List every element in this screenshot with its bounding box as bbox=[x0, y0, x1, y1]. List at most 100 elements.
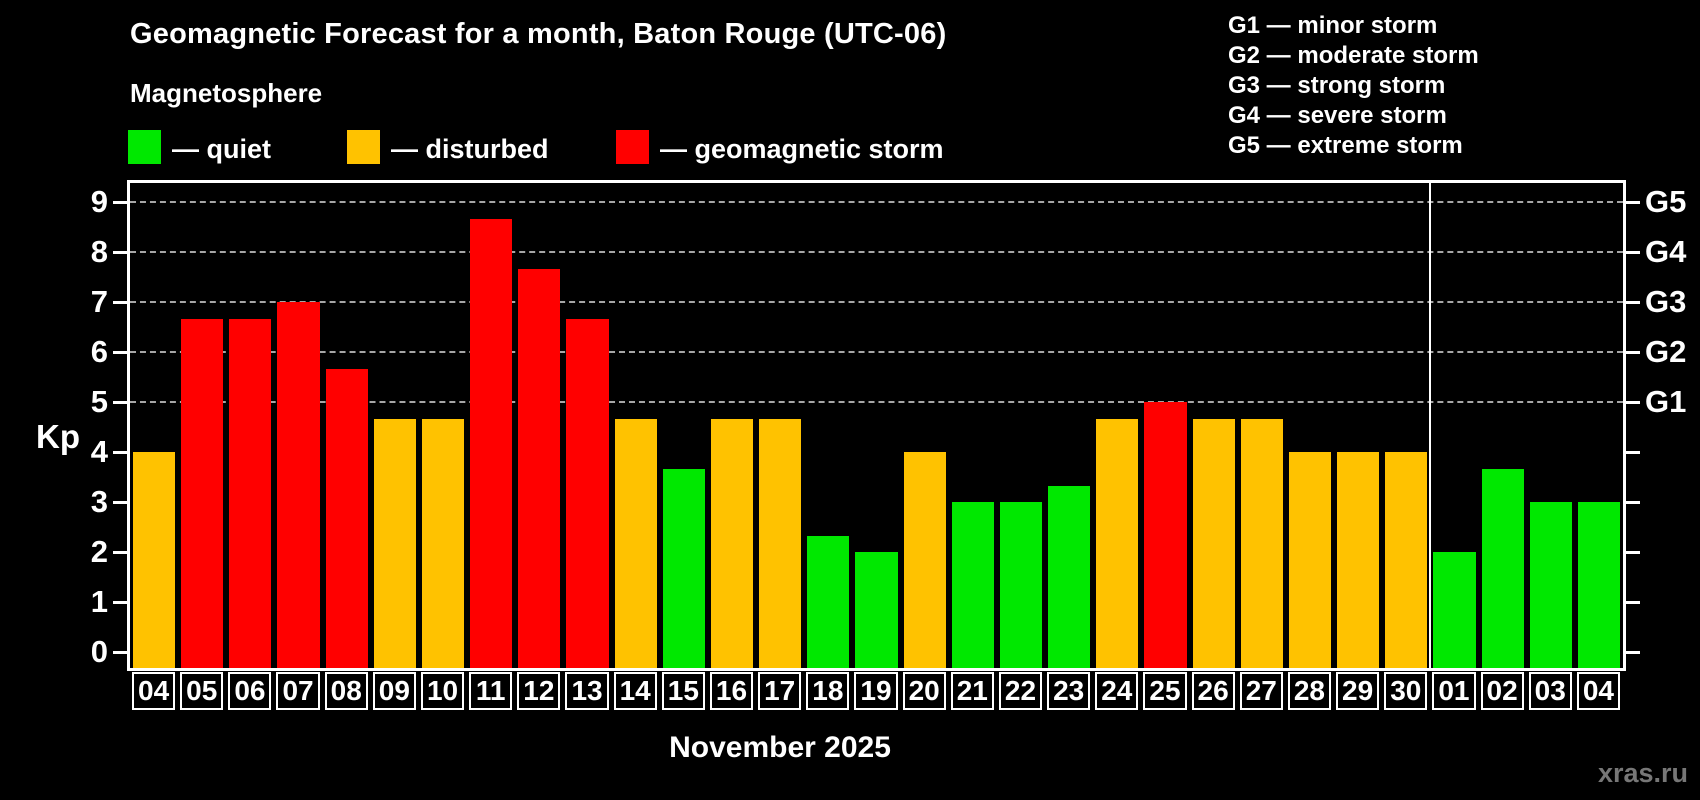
gridline-kp7 bbox=[130, 301, 1623, 303]
kp-bar-day-21 bbox=[951, 502, 994, 668]
kp-bar-day-22 bbox=[999, 502, 1043, 668]
y-tick-label-1: 1 bbox=[90, 584, 108, 619]
y-tick-left-4 bbox=[113, 451, 127, 454]
chart-plot-area: 0 1 2 3 4 5 6 7 8 9 G1 G2 G3 G4 G5 bbox=[91, 180, 1686, 671]
gridline-kp5 bbox=[130, 401, 1623, 403]
day-label-02: 02 bbox=[1480, 672, 1524, 710]
y-tick-right-4 bbox=[1626, 451, 1640, 454]
disturbed-legend-swatch bbox=[347, 130, 380, 164]
g3-legend-line: G3 — strong storm bbox=[1228, 72, 1446, 99]
storm-legend-label: — geomagnetic storm bbox=[660, 134, 944, 164]
kp-bar-day-25 bbox=[1144, 402, 1187, 668]
y-axis-title: Kp bbox=[36, 418, 80, 455]
storm-legend-swatch bbox=[616, 130, 649, 164]
y-tick-label-5: 5 bbox=[90, 384, 108, 419]
day-label-17: 17 bbox=[758, 672, 802, 710]
kp-bar-day-01 bbox=[1433, 552, 1476, 668]
watermark: xras.ru bbox=[1597, 758, 1688, 788]
kp-bar-day-23 bbox=[1048, 485, 1091, 668]
day-label-07: 07 bbox=[276, 672, 320, 710]
g1-legend-line: G1 — minor storm bbox=[1228, 12, 1438, 39]
kp-bar-day-28 bbox=[1288, 452, 1332, 668]
kp-bar-day-04 bbox=[1577, 502, 1620, 668]
g-axis-label-g2: G2 bbox=[1645, 334, 1687, 369]
day-label-03: 03 bbox=[1528, 672, 1572, 710]
y-tick-label-2: 2 bbox=[90, 534, 108, 569]
y-tick-right-0 bbox=[1626, 651, 1640, 654]
x-axis-title: November 2025 bbox=[669, 731, 891, 764]
g-axis-label-g4: G4 bbox=[1645, 234, 1687, 269]
day-label-20: 20 bbox=[902, 672, 946, 710]
kp-bar-day-26 bbox=[1192, 418, 1235, 668]
kp-bar-day-18 bbox=[807, 535, 850, 668]
y-tick-label-6: 6 bbox=[90, 334, 108, 369]
day-label-25: 25 bbox=[1143, 672, 1187, 710]
y-tick-right-7 bbox=[1626, 301, 1640, 304]
day-label-19: 19 bbox=[854, 672, 898, 710]
y-tick-left-9 bbox=[113, 201, 127, 204]
kp-bar-day-10 bbox=[421, 418, 465, 668]
kp-bar-day-17 bbox=[759, 418, 802, 668]
y-tick-label-8: 8 bbox=[90, 234, 108, 269]
gridline-kp8 bbox=[130, 251, 1623, 253]
day-label-09: 09 bbox=[372, 672, 416, 710]
y-tick-label-4: 4 bbox=[90, 434, 108, 469]
gridline-kp6 bbox=[130, 351, 1623, 353]
y-tick-left-0 bbox=[113, 651, 127, 654]
y-tick-left-7 bbox=[113, 301, 127, 304]
g5-legend-line: G5 — extreme storm bbox=[1228, 132, 1463, 159]
kp-bar-day-09 bbox=[373, 418, 416, 668]
g4-legend-line: G4 — severe storm bbox=[1228, 102, 1447, 129]
quiet-legend-label: — quiet bbox=[172, 134, 271, 164]
page-title: Geomagnetic Forecast for a month, Baton … bbox=[130, 18, 947, 50]
gridline-kp9 bbox=[130, 201, 1623, 203]
day-label-13: 13 bbox=[565, 672, 609, 710]
y-tick-left-3 bbox=[113, 501, 127, 504]
quiet-legend-swatch bbox=[128, 130, 161, 164]
day-label-04: 04 bbox=[132, 672, 176, 710]
day-label-11: 11 bbox=[469, 672, 513, 710]
y-tick-right-6 bbox=[1626, 351, 1640, 354]
g-scale-legend: G1 — minor storm G2 — moderate storm G3 … bbox=[1228, 11, 1479, 161]
disturbed-legend-label: — disturbed bbox=[391, 134, 549, 164]
kp-bar-day-05 bbox=[181, 318, 224, 668]
magnetosphere-subtitle: Magnetosphere bbox=[130, 78, 323, 108]
y-tick-right-1 bbox=[1626, 601, 1640, 604]
day-label-18: 18 bbox=[806, 672, 850, 710]
day-label-29: 29 bbox=[1336, 672, 1380, 710]
kp-bar-day-20 bbox=[903, 452, 946, 668]
y-tick-left-5 bbox=[113, 401, 127, 404]
kp-bar-day-14 bbox=[614, 418, 657, 668]
kp-bar-day-15 bbox=[662, 468, 705, 668]
y-tick-left-6 bbox=[113, 351, 127, 354]
day-label-16: 16 bbox=[709, 672, 754, 710]
day-label-30: 30 bbox=[1384, 672, 1428, 710]
kp-bar-day-24 bbox=[1096, 418, 1139, 668]
day-label-21: 21 bbox=[950, 672, 994, 710]
y-tick-label-3: 3 bbox=[90, 484, 108, 519]
kp-bar-day-08 bbox=[325, 368, 368, 668]
day-label-28: 28 bbox=[1287, 672, 1332, 710]
kp-bar-day-12 bbox=[518, 268, 561, 668]
kp-bar-day-30 bbox=[1385, 452, 1428, 668]
g2-legend-line: G2 — moderate storm bbox=[1228, 42, 1479, 69]
day-label-06: 06 bbox=[228, 672, 272, 710]
y-tick-left-1 bbox=[113, 601, 127, 604]
day-label-01: 01 bbox=[1432, 672, 1476, 710]
g-axis-label-g5: G5 bbox=[1645, 184, 1687, 219]
day-label-05: 05 bbox=[180, 672, 224, 710]
day-label-27: 27 bbox=[1239, 672, 1283, 710]
kp-bar-day-06 bbox=[229, 318, 272, 668]
kp-bar-day-16 bbox=[710, 418, 754, 668]
kp-bar-day-27 bbox=[1240, 418, 1283, 668]
month-separator-line bbox=[1429, 183, 1432, 668]
day-label-23: 23 bbox=[1047, 672, 1091, 710]
day-label-10: 10 bbox=[420, 672, 465, 710]
y-tick-right-3 bbox=[1626, 501, 1640, 504]
kp-bar-day-13 bbox=[566, 318, 609, 668]
x-axis-day-labels: 04 05 06 07 08 09 10 11 12 13 14 15 16 17 18 19 20 21 22 23… bbox=[130, 672, 1623, 714]
y-tick-label-9: 9 bbox=[90, 184, 108, 219]
y-tick-right-8 bbox=[1626, 251, 1640, 254]
y-tick-right-2 bbox=[1626, 551, 1640, 554]
